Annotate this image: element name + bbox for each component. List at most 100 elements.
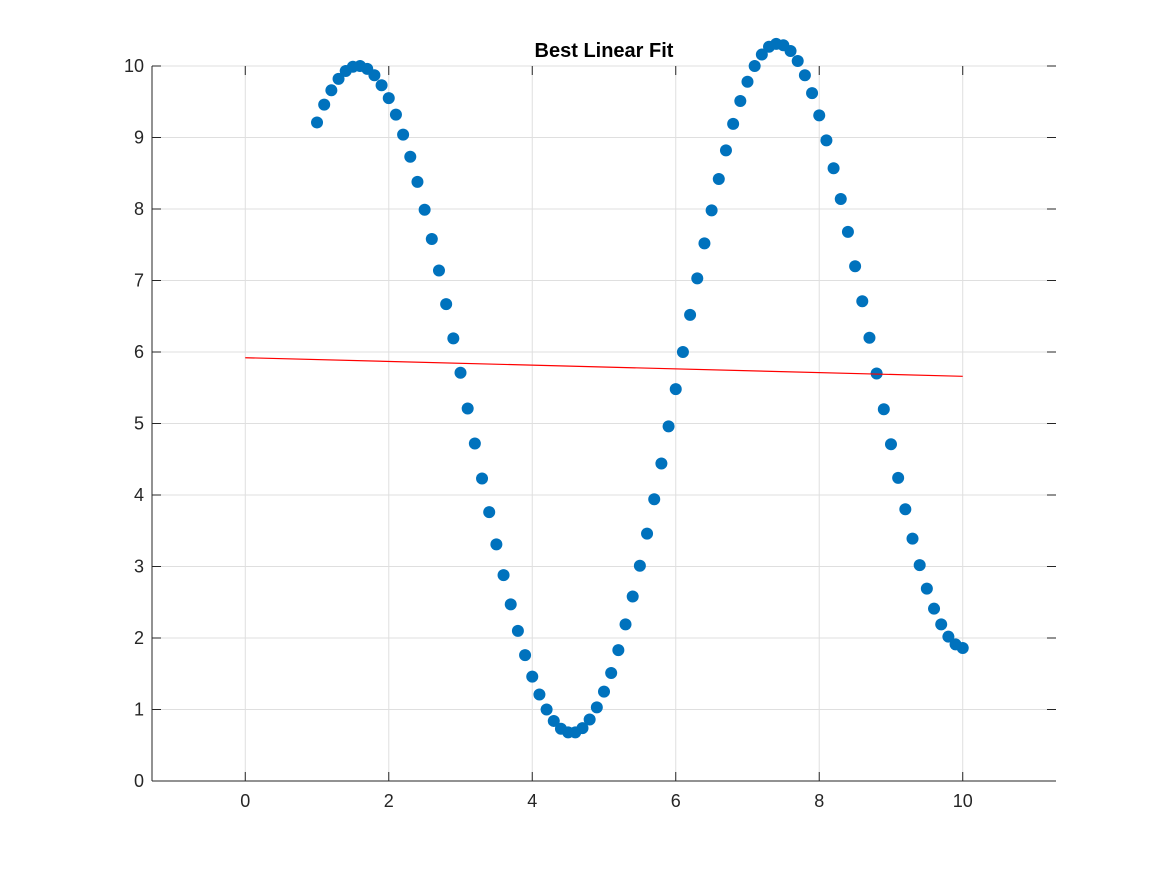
scatter-point bbox=[892, 471, 905, 484]
tick-labels: 0 2 4 6 8 10 0 1 2 3 4 5 6 7 8 9 10 bbox=[124, 56, 973, 811]
scatter-point bbox=[325, 84, 338, 97]
scatter-point bbox=[397, 128, 410, 141]
scatter-point bbox=[332, 72, 345, 85]
scatter-point bbox=[590, 701, 603, 714]
scatter-point bbox=[447, 332, 460, 345]
scatter-point bbox=[655, 457, 668, 470]
scatter-point bbox=[856, 295, 869, 308]
scatter-point bbox=[626, 590, 639, 603]
scatter-point bbox=[684, 308, 697, 321]
x-tick-label: 0 bbox=[240, 791, 250, 811]
scatter-point bbox=[504, 598, 517, 611]
scatter-point bbox=[619, 618, 632, 631]
scatter-point bbox=[483, 506, 496, 519]
scatter-point bbox=[404, 150, 417, 163]
scatter-point bbox=[633, 559, 646, 572]
scatter-point bbox=[928, 602, 941, 615]
scatter-point bbox=[368, 69, 381, 82]
scatter-point bbox=[834, 192, 847, 205]
scatter-point bbox=[583, 713, 596, 726]
y-tick-label: 3 bbox=[134, 557, 144, 577]
x-tick-label: 6 bbox=[671, 791, 681, 811]
scatter-point bbox=[511, 624, 524, 637]
fit-line bbox=[245, 357, 963, 377]
plot-area bbox=[245, 37, 969, 739]
scatter-point bbox=[311, 116, 324, 129]
scatter-point bbox=[612, 644, 625, 657]
scatter-point bbox=[827, 162, 840, 175]
scatter-point bbox=[454, 366, 467, 379]
scatter-point bbox=[497, 569, 510, 582]
scatter-point bbox=[899, 503, 912, 516]
scatter-point bbox=[669, 383, 682, 396]
scatter-point bbox=[813, 109, 826, 122]
y-tick-label: 9 bbox=[134, 128, 144, 148]
scatter-point bbox=[906, 532, 919, 545]
scatter-point bbox=[526, 670, 539, 683]
scatter-point bbox=[877, 403, 890, 416]
scatter-point bbox=[791, 54, 804, 67]
scatter-point bbox=[942, 630, 955, 643]
scatter-point bbox=[798, 69, 811, 82]
y-tick-label: 5 bbox=[134, 414, 144, 434]
scatter-point bbox=[870, 367, 883, 380]
scatter-point bbox=[389, 108, 402, 121]
y-tick-label: 1 bbox=[134, 700, 144, 720]
scatter-point bbox=[913, 559, 926, 572]
scatter-point bbox=[461, 402, 474, 415]
grid bbox=[152, 65, 1056, 782]
scatter-point bbox=[884, 438, 897, 451]
scatter-point bbox=[533, 688, 546, 701]
axes bbox=[151, 65, 1056, 782]
scatter-point bbox=[411, 175, 424, 188]
y-tick-label: 2 bbox=[134, 628, 144, 648]
scatter-point bbox=[468, 437, 481, 450]
scatter-point bbox=[576, 722, 589, 735]
x-tick-label: 10 bbox=[953, 791, 973, 811]
scatter-point bbox=[418, 203, 431, 216]
scatter-point bbox=[547, 714, 560, 727]
x-tick-label: 4 bbox=[527, 791, 537, 811]
y-tick-label: 10 bbox=[124, 56, 144, 76]
scatter-point bbox=[375, 79, 388, 92]
scatter-point bbox=[318, 98, 331, 111]
scatter-point bbox=[519, 649, 532, 662]
y-tick-label: 8 bbox=[134, 199, 144, 219]
scatter-point bbox=[490, 538, 503, 551]
scatter-point bbox=[784, 44, 797, 57]
scatter-point bbox=[806, 87, 819, 100]
scatter-point bbox=[712, 172, 725, 185]
scatter-point bbox=[605, 667, 618, 680]
scatter-point bbox=[662, 420, 675, 433]
scatter-point bbox=[648, 493, 661, 506]
scatter-point bbox=[698, 237, 711, 250]
scatter-point bbox=[540, 703, 553, 716]
scatter-point bbox=[920, 582, 933, 595]
scatter-point bbox=[755, 48, 768, 61]
y-tick-label: 0 bbox=[134, 771, 144, 791]
scatter-point bbox=[598, 685, 610, 698]
y-tick-label: 4 bbox=[134, 485, 144, 505]
y-tick-label: 6 bbox=[134, 342, 144, 362]
scatter-point bbox=[432, 264, 445, 277]
scatter-point bbox=[382, 92, 395, 105]
scatter-point bbox=[440, 298, 453, 311]
scatter-point bbox=[641, 527, 654, 540]
scatter-point bbox=[691, 272, 704, 285]
x-tick-label: 2 bbox=[384, 791, 394, 811]
scatter-point bbox=[734, 95, 747, 108]
scatter-point bbox=[425, 233, 438, 246]
scatter-point bbox=[849, 260, 862, 273]
scatter-point bbox=[956, 642, 969, 655]
scatter-point bbox=[748, 60, 761, 72]
scatter-point bbox=[476, 472, 489, 485]
y-tick-label: 7 bbox=[134, 271, 144, 291]
scatter-point bbox=[719, 144, 732, 157]
scatter-point bbox=[820, 134, 833, 147]
scatter-point bbox=[863, 331, 876, 344]
scatter-point bbox=[705, 204, 718, 217]
scatter-point bbox=[676, 346, 689, 358]
scatter-point bbox=[841, 225, 854, 238]
